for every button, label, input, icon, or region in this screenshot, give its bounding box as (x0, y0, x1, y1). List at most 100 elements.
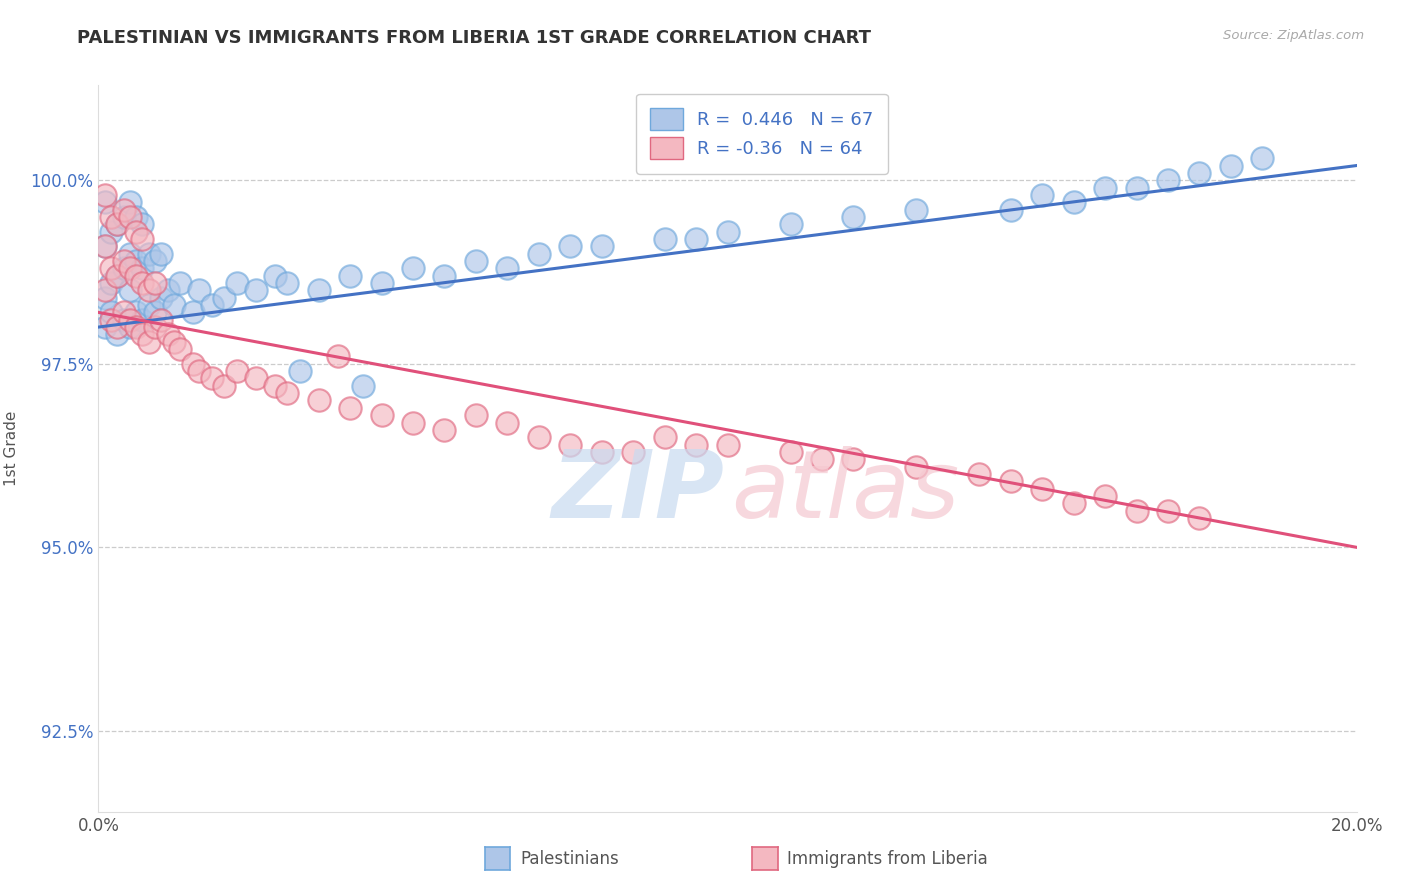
Point (125, 210, 148, 224)
Point (496, 416, 519, 430)
Point (685, 437, 707, 451)
Point (464, 254, 488, 268)
Point (402, 261, 425, 276)
Point (93, 195, 115, 210)
Point (181, 357, 204, 371)
Point (118, 261, 141, 276)
Point (591, 239, 613, 253)
Point (143, 305, 166, 319)
Point (779, 445, 801, 459)
Text: Palestinians: Palestinians (520, 850, 619, 868)
Point (100, 305, 122, 319)
Point (150, 246, 173, 260)
Text: atlas: atlas (731, 446, 960, 537)
Point (1031, 482, 1053, 496)
Point (201, 371, 224, 385)
Legend: R =  0.446   N = 67, R = -0.36   N = 64: R = 0.446 N = 67, R = -0.36 N = 64 (636, 94, 889, 174)
Point (105, 217, 128, 231)
Point (370, 408, 392, 422)
Point (100, 261, 122, 276)
Point (1000, 202, 1022, 217)
Point (112, 261, 135, 276)
Point (131, 276, 153, 290)
Point (433, 268, 456, 283)
Point (93, 284, 115, 298)
Point (93, 239, 115, 253)
Point (560, 437, 582, 451)
Point (969, 467, 991, 481)
Point (138, 246, 160, 260)
Point (276, 276, 298, 290)
Point (105, 327, 128, 342)
Point (1094, 180, 1116, 194)
Point (143, 320, 166, 334)
Point (811, 452, 834, 467)
Point (188, 364, 211, 378)
Point (905, 459, 928, 474)
Point (105, 268, 128, 283)
Point (93, 291, 115, 305)
Point (93, 320, 115, 334)
Point (163, 334, 186, 349)
Point (717, 225, 740, 239)
Point (496, 261, 519, 276)
Point (654, 430, 676, 444)
Point (1220, 159, 1243, 173)
Point (156, 284, 179, 298)
Point (118, 284, 141, 298)
Point (112, 254, 135, 268)
Point (1000, 475, 1022, 489)
Point (118, 320, 141, 334)
Point (100, 225, 122, 239)
Point (225, 276, 247, 290)
Point (125, 225, 148, 239)
Point (842, 452, 865, 467)
Point (131, 261, 153, 276)
Point (93, 187, 115, 202)
Point (125, 268, 148, 283)
Point (125, 305, 148, 319)
Point (621, 445, 644, 459)
Point (1063, 496, 1085, 510)
Point (112, 305, 135, 319)
Point (352, 379, 374, 393)
Point (842, 210, 865, 224)
Point (118, 312, 141, 326)
Point (100, 276, 122, 290)
Point (93, 239, 115, 253)
Point (125, 254, 148, 268)
Point (1031, 187, 1053, 202)
Point (370, 276, 392, 290)
Point (1094, 489, 1116, 503)
Point (150, 312, 173, 326)
Point (654, 232, 676, 246)
Point (181, 305, 204, 319)
Point (276, 386, 298, 401)
Point (100, 210, 122, 224)
Point (779, 217, 801, 231)
Point (1125, 503, 1147, 517)
Point (263, 268, 285, 283)
Point (1157, 503, 1180, 517)
Point (131, 327, 153, 342)
Point (591, 445, 613, 459)
Point (326, 350, 349, 364)
Point (125, 320, 148, 334)
Point (433, 423, 456, 437)
Point (1188, 511, 1211, 525)
Point (1063, 195, 1085, 210)
Point (156, 327, 179, 342)
Point (308, 284, 330, 298)
Point (560, 239, 582, 253)
Point (214, 379, 236, 393)
Point (245, 284, 267, 298)
Point (112, 312, 135, 326)
Point (100, 312, 122, 326)
Point (1157, 173, 1180, 187)
Point (105, 320, 128, 334)
Point (118, 210, 141, 224)
Text: PALESTINIAN VS IMMIGRANTS FROM LIBERIA 1ST GRADE CORRELATION CHART: PALESTINIAN VS IMMIGRANTS FROM LIBERIA 1… (77, 29, 872, 46)
Point (685, 232, 707, 246)
Point (308, 393, 330, 408)
Point (118, 246, 141, 260)
